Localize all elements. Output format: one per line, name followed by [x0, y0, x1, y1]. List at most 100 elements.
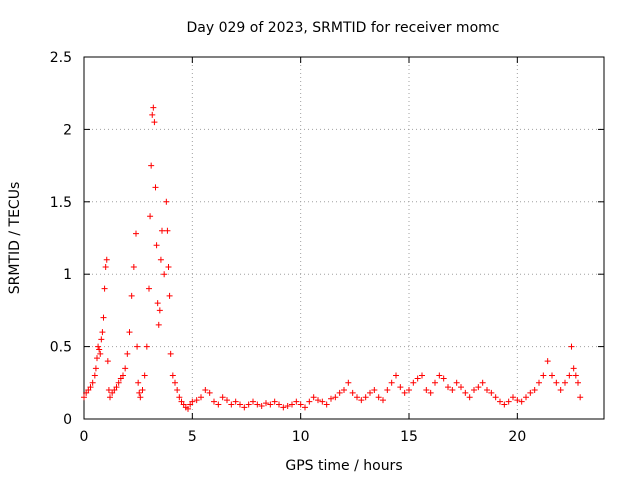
data-point	[104, 358, 111, 365]
data-point	[397, 384, 404, 391]
data-point	[280, 404, 287, 411]
chart-title: Day 029 of 2023, SRMTID for receiver mom…	[187, 20, 500, 36]
data-point	[531, 387, 538, 394]
data-point	[219, 394, 226, 401]
data-point	[406, 387, 412, 394]
data-point	[458, 384, 464, 391]
data-point	[167, 350, 174, 357]
data-point	[544, 358, 551, 365]
data-point	[151, 119, 158, 126]
data-point	[101, 285, 108, 292]
data-point	[518, 398, 525, 405]
data-point	[514, 397, 521, 404]
data-point	[384, 387, 391, 394]
data-point	[193, 397, 200, 404]
data-point	[124, 350, 131, 357]
data-point	[176, 394, 183, 401]
data-point	[87, 384, 94, 391]
data-point	[401, 389, 408, 396]
data-point	[371, 387, 378, 394]
data-point	[156, 307, 163, 314]
data-point	[445, 384, 451, 391]
data-point	[241, 404, 248, 411]
data-point	[358, 397, 365, 404]
data-point	[562, 379, 568, 386]
data-point	[510, 394, 516, 401]
data-point	[126, 329, 133, 336]
data-point	[293, 398, 300, 405]
data-point	[137, 394, 144, 401]
data-point	[206, 389, 213, 396]
data-point	[189, 398, 196, 405]
data-point	[198, 394, 204, 401]
data-point	[414, 375, 421, 382]
data-point	[161, 271, 168, 278]
data-point	[258, 402, 265, 409]
data-point	[572, 372, 579, 379]
data-point	[147, 213, 154, 220]
data-point	[224, 397, 230, 404]
data-point	[497, 398, 503, 405]
data-point	[163, 198, 170, 205]
data-point	[154, 300, 161, 307]
data-point	[306, 398, 313, 405]
data-point	[113, 384, 120, 391]
data-point	[380, 397, 386, 404]
data-point	[297, 401, 304, 408]
data-point	[332, 394, 339, 401]
y-tick-label: 2	[63, 122, 72, 138]
data-point	[174, 387, 181, 394]
data-point	[146, 285, 152, 292]
data-point	[97, 350, 104, 357]
data-point	[250, 398, 256, 405]
data-point	[354, 394, 360, 401]
y-axis-label: SRMTID / TECUs	[7, 182, 23, 295]
data-point	[367, 389, 373, 396]
data-point	[577, 394, 584, 401]
x-tick-label: 0	[80, 429, 89, 445]
data-point	[527, 389, 534, 396]
data-point	[276, 401, 282, 408]
data-point	[419, 372, 425, 379]
data-point	[393, 372, 399, 379]
data-point	[89, 379, 96, 386]
data-point	[105, 387, 112, 394]
data-point	[130, 263, 137, 270]
data-point	[488, 389, 495, 396]
data-point	[122, 365, 129, 372]
x-axis: 0 5 10 15 20	[80, 57, 526, 445]
data-point	[310, 394, 317, 401]
data-point	[100, 314, 107, 321]
data-point	[289, 401, 295, 408]
data-point	[345, 379, 352, 386]
data-point	[166, 292, 173, 299]
data-point	[159, 227, 165, 234]
data-point	[267, 401, 274, 408]
data-point	[536, 379, 542, 386]
data-point	[284, 402, 291, 409]
data-point	[349, 389, 356, 396]
data-point	[232, 398, 239, 405]
data-point	[165, 263, 172, 270]
data-point	[157, 256, 164, 263]
data-point	[388, 379, 395, 386]
data-point	[92, 365, 99, 372]
data-point	[228, 401, 235, 408]
y-tick-label: 2.5	[50, 50, 72, 66]
data-point	[341, 387, 347, 394]
data-point	[449, 387, 456, 394]
data-point	[94, 355, 100, 362]
data-point	[153, 242, 160, 249]
data-point	[319, 398, 326, 405]
data-point	[134, 343, 141, 350]
y-axis: 0 0.5 1 1.5 2 2.5	[50, 50, 604, 428]
data-point	[98, 336, 105, 343]
data-point	[254, 401, 261, 408]
data-point	[484, 387, 490, 394]
data-point	[263, 400, 269, 407]
data-point	[148, 162, 155, 169]
x-tick-label: 10	[292, 429, 310, 445]
data-point	[164, 227, 171, 234]
data-point	[172, 379, 178, 386]
data-point	[152, 184, 159, 191]
